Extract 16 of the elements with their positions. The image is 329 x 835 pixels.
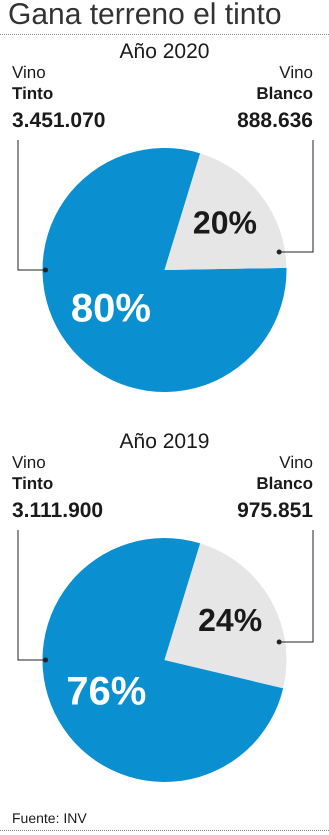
text: 3.111.900: [12, 499, 104, 522]
slice-label: Vino Tinto: [12, 62, 54, 104]
data-label: 76%: [66, 669, 146, 714]
chart-title: Gana terreno el tinto: [8, 0, 282, 32]
chart-subtitle: Año 2020: [118, 40, 210, 64]
text: 3.451.070: [12, 109, 106, 132]
text: 975.851: [237, 499, 313, 522]
source-note: Fuente: INV: [12, 810, 87, 826]
slice-label: Vino Blanco: [255, 452, 313, 494]
slice-label: Vino Tinto: [12, 452, 54, 494]
data-label: 20%: [192, 204, 257, 240]
data-label: 24%: [198, 602, 262, 638]
slice-label: Vino Blanco: [255, 62, 313, 104]
chart-subtitle: Año 2019: [118, 430, 210, 454]
text: 888.636: [237, 109, 313, 132]
data-label: 80%: [70, 286, 151, 330]
